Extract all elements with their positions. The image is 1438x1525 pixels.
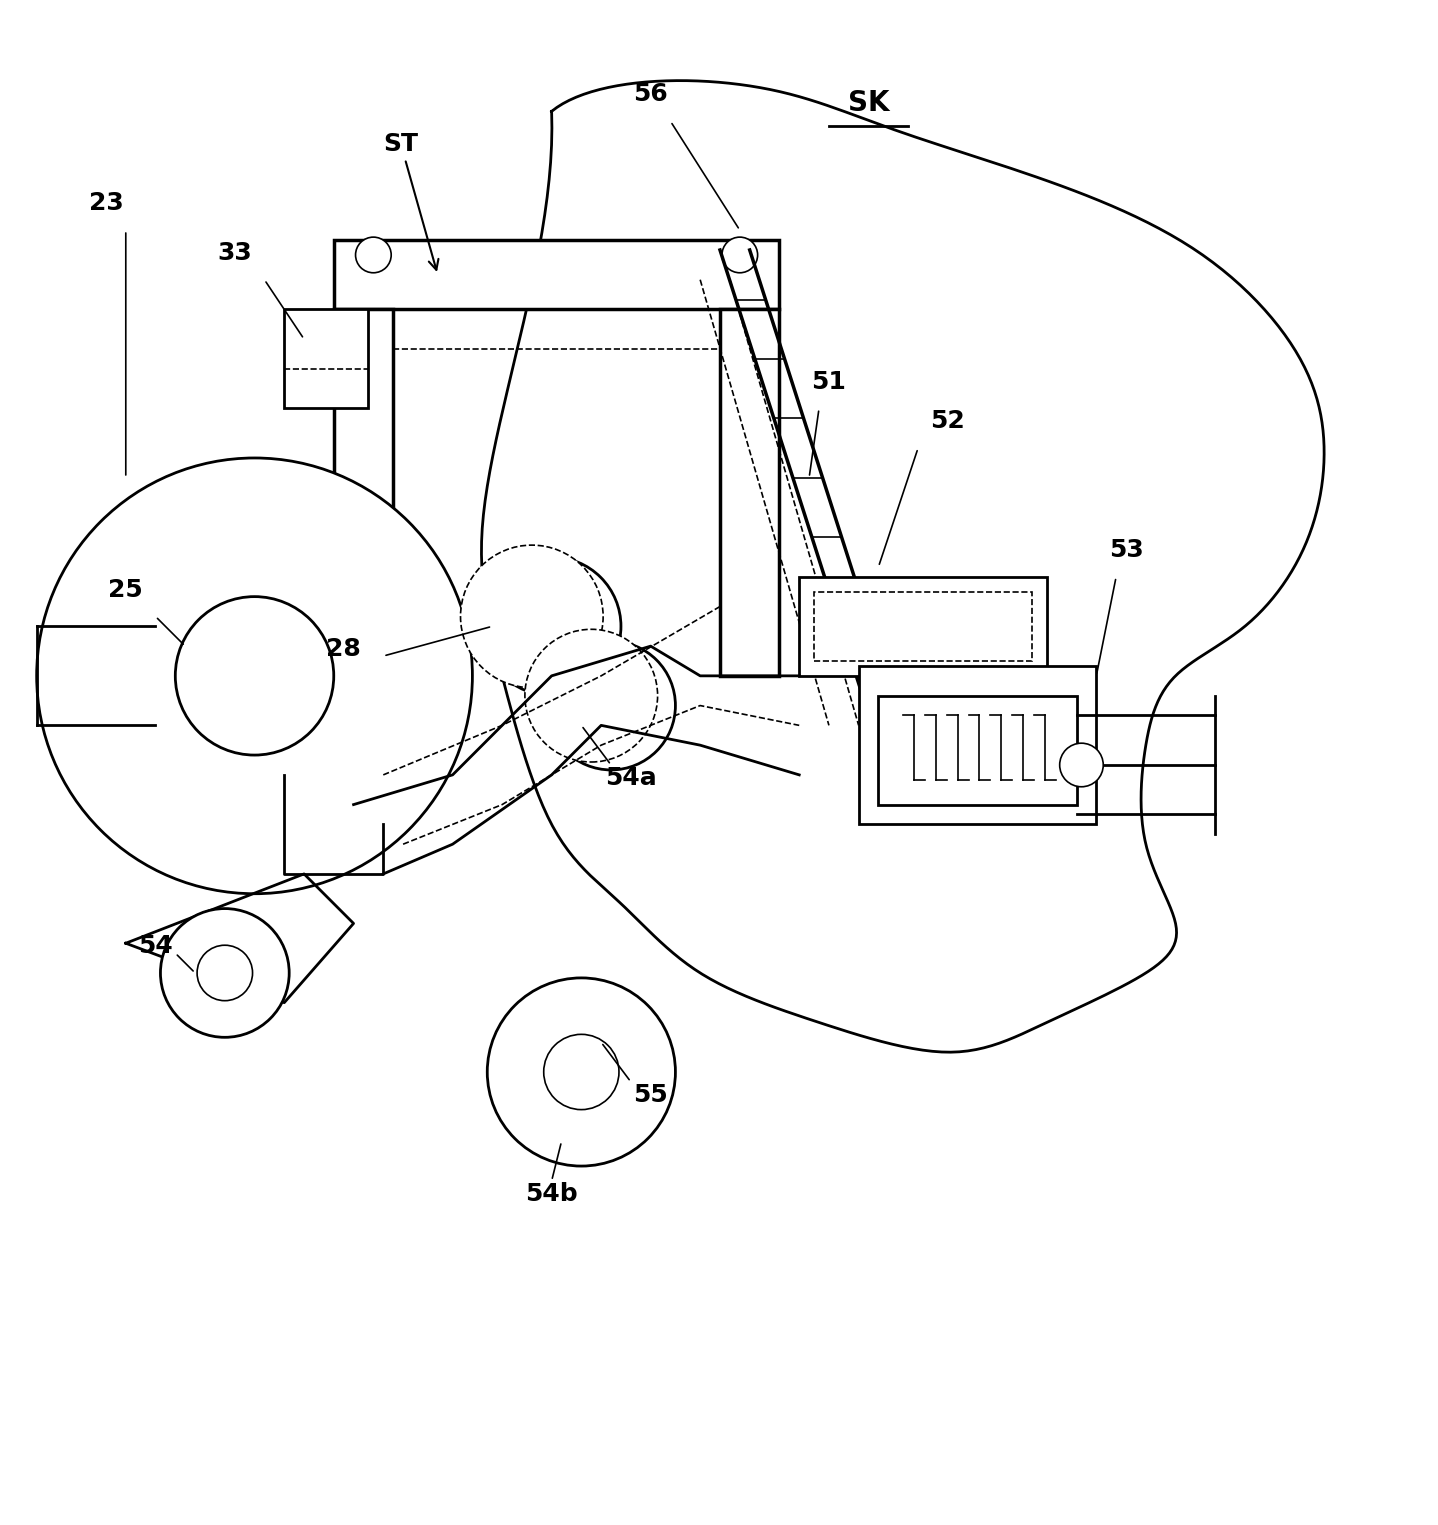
- Text: 25: 25: [108, 578, 144, 602]
- Text: 54: 54: [138, 935, 173, 958]
- Bar: [334, 239, 779, 310]
- Text: 23: 23: [89, 191, 124, 215]
- Circle shape: [460, 544, 603, 688]
- Text: 28: 28: [326, 637, 361, 660]
- Text: 54b: 54b: [525, 1182, 578, 1206]
- Circle shape: [482, 557, 621, 695]
- Bar: [800, 576, 1047, 676]
- Text: SK: SK: [848, 90, 889, 117]
- Circle shape: [546, 640, 676, 770]
- Text: 55: 55: [633, 1083, 669, 1107]
- Bar: [285, 310, 368, 409]
- Bar: [858, 666, 1096, 825]
- Circle shape: [584, 677, 638, 734]
- Bar: [814, 592, 1032, 660]
- Text: 51: 51: [811, 369, 847, 393]
- Bar: [879, 695, 1077, 805]
- Text: 56: 56: [633, 82, 669, 107]
- Circle shape: [522, 596, 581, 656]
- Bar: [720, 310, 779, 676]
- Circle shape: [722, 236, 758, 273]
- Text: 53: 53: [1109, 538, 1143, 563]
- Circle shape: [525, 630, 657, 762]
- Text: 33: 33: [217, 241, 252, 265]
- Text: ST: ST: [384, 133, 439, 270]
- Text: 54a: 54a: [605, 766, 657, 790]
- Bar: [334, 310, 393, 676]
- Circle shape: [355, 236, 391, 273]
- Circle shape: [544, 1034, 618, 1110]
- Circle shape: [1060, 743, 1103, 787]
- Circle shape: [197, 946, 253, 1000]
- Text: 52: 52: [930, 409, 965, 433]
- Circle shape: [175, 596, 334, 755]
- Circle shape: [487, 978, 676, 1167]
- Circle shape: [161, 909, 289, 1037]
- Circle shape: [36, 458, 473, 894]
